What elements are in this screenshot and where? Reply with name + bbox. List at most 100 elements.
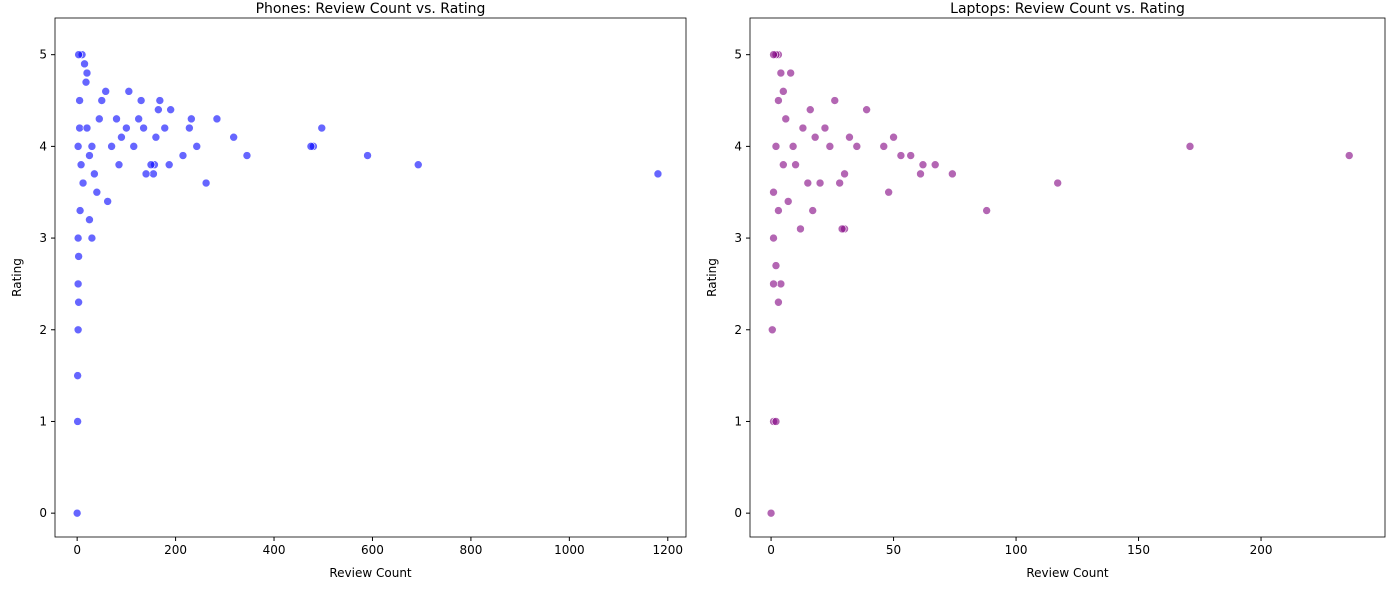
scatter-point — [982, 206, 991, 215]
scatter-point — [810, 132, 820, 142]
scatter-point — [178, 151, 188, 160]
chart-title: Laptops: Review Count vs. Rating — [950, 1, 1185, 17]
scatter-point — [101, 87, 110, 96]
scatter-point — [1185, 142, 1195, 151]
scatter-point — [151, 132, 161, 142]
scatter-point — [117, 132, 126, 142]
scatter-point — [783, 197, 793, 206]
y-tick-label: 3 — [39, 231, 47, 245]
scatter-point — [160, 123, 170, 133]
scatter-point — [74, 297, 83, 307]
x-tick-label: 0 — [73, 543, 81, 557]
chart-title: Phones: Review Count vs. Rating — [256, 1, 486, 17]
x-tick-label: 200 — [164, 543, 187, 557]
scatter-point — [889, 132, 898, 142]
y-axis-label: Rating — [705, 258, 719, 297]
scatter-point — [918, 160, 928, 170]
scatter-point — [154, 105, 163, 114]
scatter-point — [155, 96, 165, 105]
scatter-point — [776, 279, 786, 289]
scatter-point — [653, 169, 663, 179]
scatter-point — [114, 160, 124, 170]
scatter-point — [87, 142, 97, 151]
scatter-point — [774, 96, 783, 105]
scatter-point — [75, 206, 85, 215]
x-tick-label: 0 — [767, 543, 775, 557]
x-tick-label: 800 — [459, 543, 482, 557]
scatter-point — [896, 151, 906, 160]
scatter-point — [835, 178, 844, 188]
scatter-point — [229, 132, 238, 142]
scatter-point — [771, 417, 781, 426]
y-tick-label: 1 — [734, 414, 742, 428]
scatter-point — [73, 279, 83, 289]
scatter-point — [767, 325, 777, 335]
x-tick-label: 150 — [1127, 543, 1150, 557]
scatter-point — [134, 114, 143, 124]
scatter-point — [906, 151, 916, 160]
y-tick-label: 5 — [734, 48, 742, 62]
scatter-point — [185, 123, 194, 133]
scatter-point — [803, 178, 813, 188]
scatter-point — [166, 105, 175, 114]
scatter-point — [413, 160, 423, 170]
axes-frame — [749, 17, 1386, 538]
scatter-point — [820, 123, 830, 133]
x-axis-label: Review Count — [329, 566, 412, 580]
scatter-point — [141, 169, 151, 179]
scatter-point — [862, 105, 871, 114]
scatter-point — [107, 142, 116, 151]
x-tick-label: 600 — [361, 543, 384, 557]
scatter-point — [73, 417, 82, 426]
scatter-point — [1344, 151, 1354, 160]
scatter-point — [771, 142, 781, 151]
scatter-point — [776, 68, 786, 78]
scatter-point — [74, 50, 83, 59]
scatter-point — [830, 96, 840, 105]
scatter-point — [769, 233, 778, 243]
scatter-point — [129, 142, 139, 151]
y-tick-label: 0 — [39, 506, 47, 520]
scatter-point — [75, 123, 84, 133]
x-tick-label: 1000 — [554, 543, 585, 557]
scatter-point — [112, 114, 121, 124]
x-tick-label: 200 — [1250, 543, 1273, 557]
y-tick-label: 2 — [734, 323, 742, 337]
scatter-point — [884, 187, 893, 197]
scatter-point — [149, 169, 158, 179]
scatter-point — [73, 371, 82, 380]
scatter-point — [92, 187, 102, 197]
scatter-point — [82, 123, 92, 133]
scatter-point — [164, 160, 174, 170]
scatter-point — [363, 151, 372, 160]
scatter-point — [212, 114, 222, 124]
scatter-point — [76, 160, 86, 170]
x-axis-label: Review Count — [1026, 566, 1109, 580]
scatter-point — [769, 50, 778, 59]
scatter-point — [1053, 178, 1063, 188]
scatter-point — [136, 96, 146, 105]
scatter-point — [788, 142, 798, 151]
scatter-point — [73, 142, 83, 151]
axes-frame — [54, 17, 687, 538]
x-tick-label: 100 — [1005, 543, 1028, 557]
x-tick-label: 1200 — [653, 543, 684, 557]
scatter-point — [146, 160, 156, 170]
scatter-point — [90, 169, 99, 179]
scatter-point — [80, 59, 89, 69]
x-tick-label: 50 — [886, 543, 901, 557]
scatter-point — [779, 160, 788, 170]
scatter-point — [73, 325, 83, 335]
scatter-point — [840, 169, 849, 179]
scatter-point — [124, 87, 134, 96]
scatter-point — [948, 169, 957, 179]
scatter-point — [85, 151, 94, 160]
scatter-point — [774, 206, 783, 215]
scatter-point — [87, 233, 97, 243]
y-tick-label: 0 — [734, 506, 742, 520]
scatter-point — [930, 160, 940, 170]
y-tick-label: 3 — [734, 231, 742, 245]
scatter-point — [82, 68, 92, 78]
x-tick-label: 400 — [263, 543, 286, 557]
scatter-point — [805, 105, 815, 114]
